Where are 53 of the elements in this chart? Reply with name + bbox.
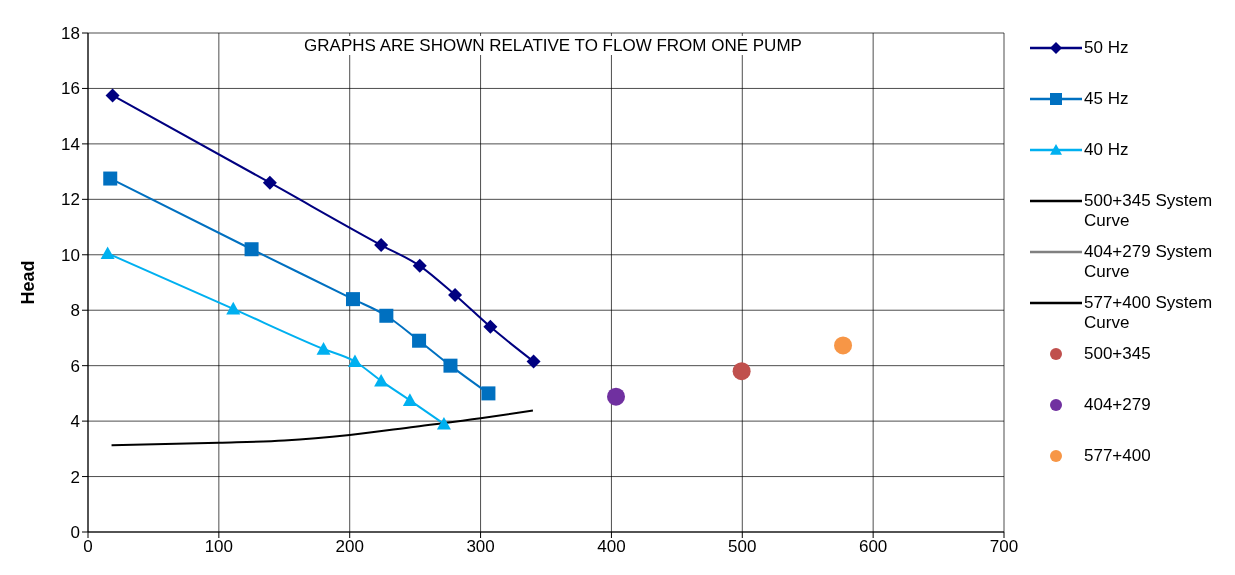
y-tick-label: 12 xyxy=(61,190,80,210)
point xyxy=(402,393,417,406)
x-tick-label: 300 xyxy=(466,537,495,557)
y-tick-label: 0 xyxy=(70,523,80,543)
point xyxy=(607,387,626,406)
x-tick-label: 600 xyxy=(858,537,888,557)
point xyxy=(834,336,853,355)
y-tick-label: 10 xyxy=(61,245,80,265)
y-tick-label: 6 xyxy=(70,356,80,376)
x-tick-label: 0 xyxy=(83,537,93,557)
legend-label: 45 Hz xyxy=(1084,89,1130,109)
legend-label: 404+279 xyxy=(1084,395,1152,415)
point xyxy=(448,287,463,302)
point xyxy=(244,242,259,257)
point xyxy=(374,373,389,387)
point xyxy=(316,342,331,355)
x-tick-label: 100 xyxy=(204,537,234,557)
point xyxy=(483,319,498,334)
legend-label: 404+279 System Curve xyxy=(1084,242,1214,282)
x-tick-label: 400 xyxy=(597,537,626,557)
y-tick-label: 4 xyxy=(70,412,80,432)
point xyxy=(374,238,389,253)
point xyxy=(412,258,427,273)
y-tick-label: 8 xyxy=(70,301,80,321)
legend-label: 577+400 xyxy=(1084,446,1152,466)
legend-label: 500+345 System Curve xyxy=(1084,191,1214,231)
point xyxy=(103,171,118,186)
y-tick-label: 16 xyxy=(61,79,80,99)
y-tick-label: 18 xyxy=(61,24,80,44)
point xyxy=(443,358,458,373)
legend-label: 50 Hz xyxy=(1084,38,1130,58)
point xyxy=(379,308,394,323)
legend-label: 577+400 System Curve xyxy=(1084,293,1214,333)
x-tick-label: 500 xyxy=(728,537,757,557)
point xyxy=(732,362,751,381)
legend-label: 40 Hz xyxy=(1084,140,1130,160)
point xyxy=(347,354,362,368)
y-tick-label: 2 xyxy=(70,467,80,487)
point xyxy=(436,416,451,430)
legend-label: 500+345 xyxy=(1084,344,1152,364)
point xyxy=(526,354,541,369)
y-axis-title: Head xyxy=(18,260,39,305)
point xyxy=(105,88,120,103)
chart-title: GRAPHS ARE SHOWN RELATIVE TO FLOW FROM ONE PUMP xyxy=(301,36,805,55)
point xyxy=(226,301,241,315)
point xyxy=(262,175,277,190)
point xyxy=(100,246,115,259)
x-tick-label: 700 xyxy=(989,537,1019,557)
point xyxy=(345,292,360,307)
point xyxy=(412,333,427,348)
y-tick-label: 14 xyxy=(61,134,80,154)
x-tick-label: 200 xyxy=(335,537,364,557)
point xyxy=(481,386,496,401)
